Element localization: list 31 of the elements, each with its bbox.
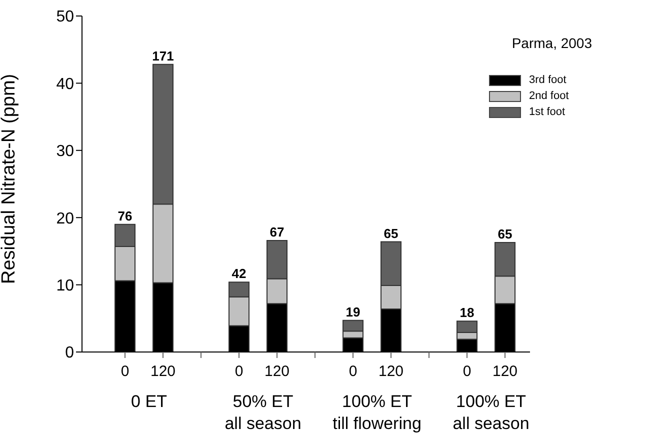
text: 0 ET <box>131 392 167 411</box>
text: 100% ET all season <box>452 392 530 433</box>
legend-label: 2nd foot <box>529 90 569 102</box>
x-tick-label: 0 <box>348 363 358 380</box>
x-tick-label: 0 <box>234 363 244 380</box>
x-tick-label: 0 <box>462 363 472 380</box>
y-tick-label: 10 <box>56 277 74 294</box>
text: 100% ET till flowering <box>332 392 422 433</box>
annotation: 65 <box>384 226 398 241</box>
x-tick-label: 120 <box>378 363 404 380</box>
legend-label: 3rd foot <box>529 74 566 86</box>
annotation: 18 <box>460 305 474 320</box>
y-tick-label: 0 <box>65 344 74 362</box>
y-axis-title: Residual Nitrate-N (ppm) <box>0 74 20 284</box>
x-tick-label: 120 <box>492 363 518 380</box>
y-tick-label: 50 <box>56 8 74 26</box>
text: 50% ET all season <box>224 392 302 433</box>
x-tick-label: 120 <box>150 363 176 380</box>
annotation: 65 <box>498 226 512 242</box>
legend-label: 1st foot <box>529 106 566 118</box>
annotation: 42 <box>232 266 246 282</box>
y-tick-label: 30 <box>56 143 74 160</box>
annotation: 67 <box>270 224 284 240</box>
annotation: 19 <box>346 304 360 320</box>
x-tick-label: 120 <box>264 363 290 380</box>
x-tick-label: 0 <box>120 363 130 380</box>
y-tick-label: 20 <box>56 210 74 228</box>
annotation: 76 <box>118 208 132 224</box>
annotation: 171 <box>152 48 174 64</box>
y-tick-label: 40 <box>56 76 74 93</box>
text: Parma, 2003 <box>512 35 592 51</box>
